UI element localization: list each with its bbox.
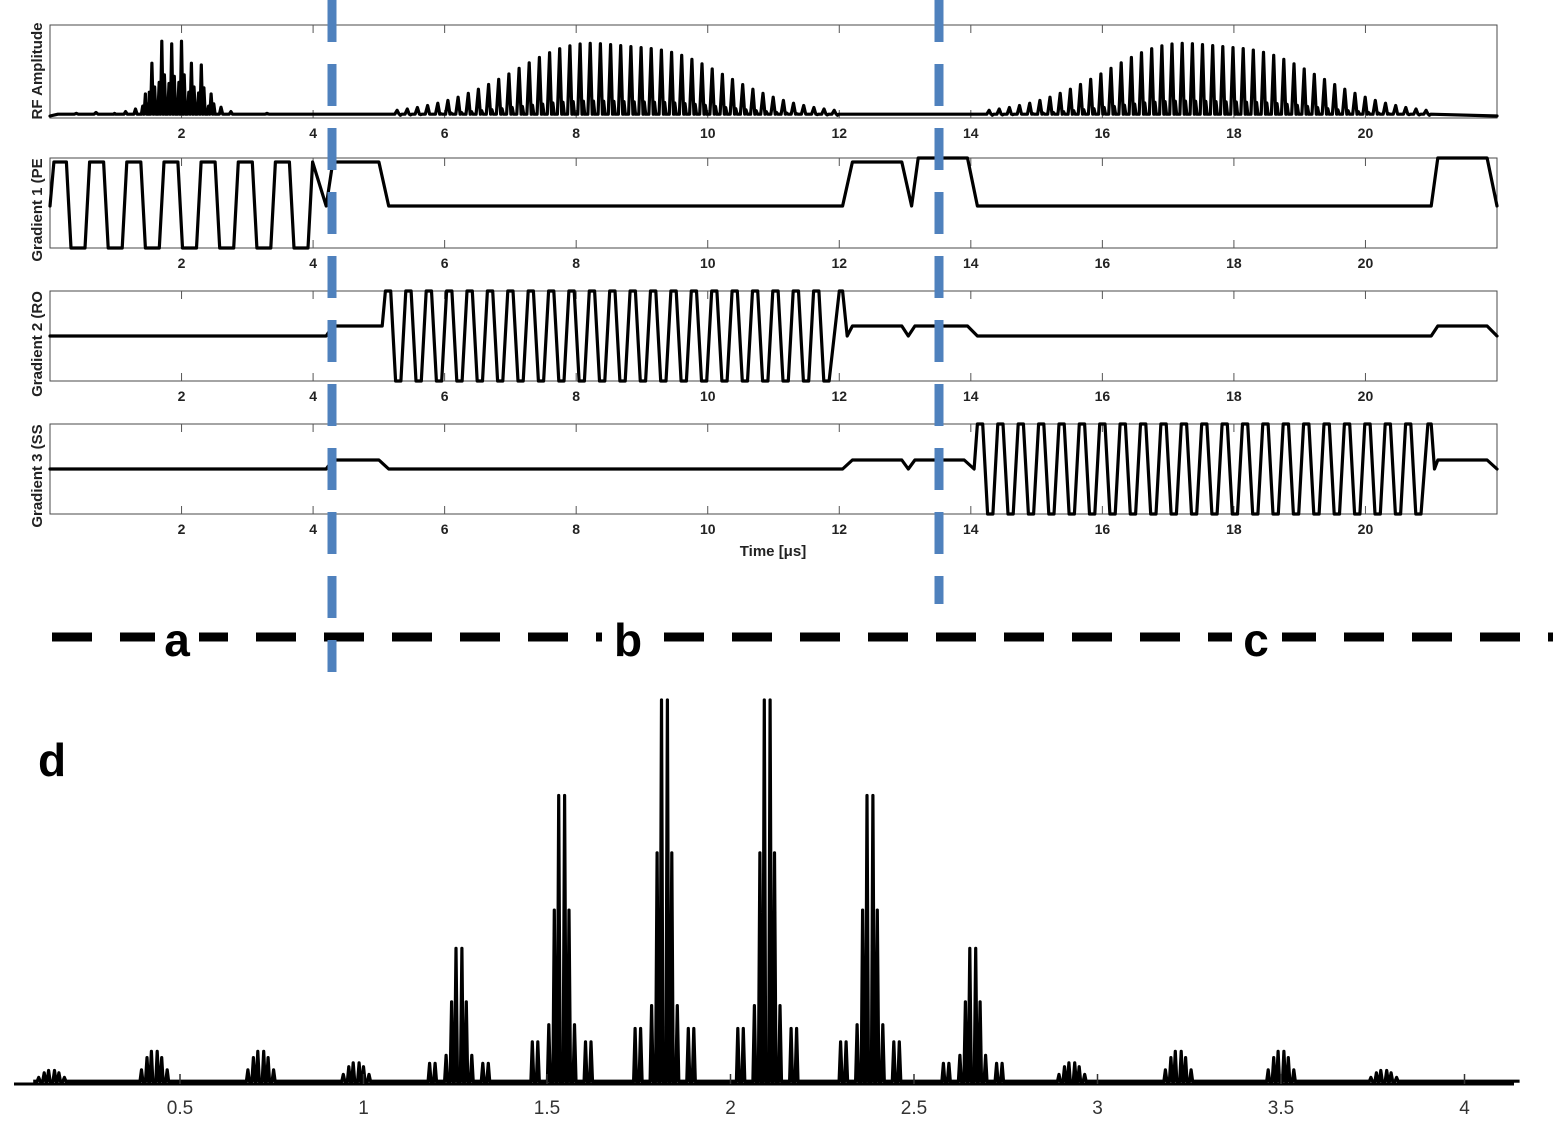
gradient1-ylabel: Gradient 1 (PE	[29, 158, 46, 261]
gradient3-line	[48, 422, 1499, 516]
tick-label: 14	[963, 388, 979, 404]
tick-label: 14	[963, 255, 979, 271]
section-label-d: d	[38, 734, 66, 786]
tick-label: 16	[1095, 255, 1111, 271]
tick-label: 16	[1095, 388, 1111, 404]
tick-label: 16	[1095, 125, 1111, 141]
tick-label: 16	[1095, 521, 1111, 537]
tick-label: 6	[441, 388, 449, 404]
gradient1-axes	[49, 157, 1498, 249]
tick-label: 18	[1226, 125, 1242, 141]
tick-label: 12	[831, 255, 847, 271]
gradient2-ylabel: Gradient 2 (RO	[29, 291, 46, 397]
tick-label: 3.5	[1268, 1098, 1294, 1119]
tick-label: 20	[1358, 388, 1374, 404]
tick-label: 12	[831, 521, 847, 537]
tick-label: 1.5	[534, 1098, 560, 1119]
tick-label: 10	[700, 255, 716, 271]
tick-label: 2	[178, 125, 186, 141]
tick-label: 4	[309, 388, 317, 404]
rf-zoom-trace	[33, 698, 1520, 1083]
tick-label: 8	[572, 521, 580, 537]
tick-label: 8	[572, 388, 580, 404]
section-label-c: c	[1243, 614, 1269, 666]
tick-label: 4	[1459, 1098, 1470, 1119]
rf-amplitude-line	[48, 39, 1499, 118]
label-b-bg	[602, 612, 652, 662]
tick-label: 8	[572, 125, 580, 141]
tick-label: 4	[309, 125, 317, 141]
tick-label: 10	[700, 388, 716, 404]
time-xlabel: Time [μs]	[740, 543, 806, 560]
tick-label: 6	[441, 521, 449, 537]
tick-label: 2.5	[901, 1098, 927, 1119]
tick-label: 12	[831, 125, 847, 141]
tick-label: 10	[700, 125, 716, 141]
gradient1-trace	[48, 156, 1499, 250]
label-a-bg	[155, 612, 199, 662]
tick-label: 20	[1358, 125, 1374, 141]
gradient2-line	[48, 289, 1499, 383]
tick-label: 18	[1226, 521, 1242, 537]
tick-label: 6	[441, 125, 449, 141]
tick-label: 8	[572, 255, 580, 271]
tick-label: 2	[725, 1098, 736, 1119]
label-c-bg	[1232, 612, 1282, 662]
tick-label: 18	[1226, 255, 1242, 271]
tick-label: 1	[358, 1098, 369, 1119]
gradient2-trace	[48, 289, 1499, 383]
tick-label: 18	[1226, 388, 1242, 404]
tick-label: 14	[963, 125, 979, 141]
tick-label: 6	[441, 255, 449, 271]
tick-label: 0.5	[167, 1098, 193, 1119]
gradient1-line	[48, 156, 1499, 250]
tick-label: 14	[963, 521, 979, 537]
tick-label: 10	[700, 521, 716, 537]
gradient3-trace	[48, 422, 1499, 516]
rf-trace	[48, 39, 1499, 118]
gradient3-ylabel: Gradient 3 (SS	[29, 424, 46, 527]
tick-label: 3	[1092, 1098, 1103, 1119]
tick-label: 4	[309, 521, 317, 537]
tick-label: 2	[178, 255, 186, 271]
tick-label: 2	[178, 388, 186, 404]
tick-label: 12	[831, 388, 847, 404]
tick-label: 2	[178, 521, 186, 537]
section-label-b: b	[614, 614, 642, 666]
section-label-a: a	[164, 614, 190, 666]
tick-label: 4	[309, 255, 317, 271]
rf-zoom-ticks: 0.5 1 1.5 2 2.5 3 3.5 4	[167, 1074, 1470, 1119]
tick-label: 20	[1358, 521, 1374, 537]
rf-ylabel: RF Amplitude	[29, 23, 46, 120]
tick-label: 20	[1358, 255, 1374, 271]
rf-axes	[49, 24, 1498, 119]
rf-zoom-line	[33, 698, 1520, 1083]
